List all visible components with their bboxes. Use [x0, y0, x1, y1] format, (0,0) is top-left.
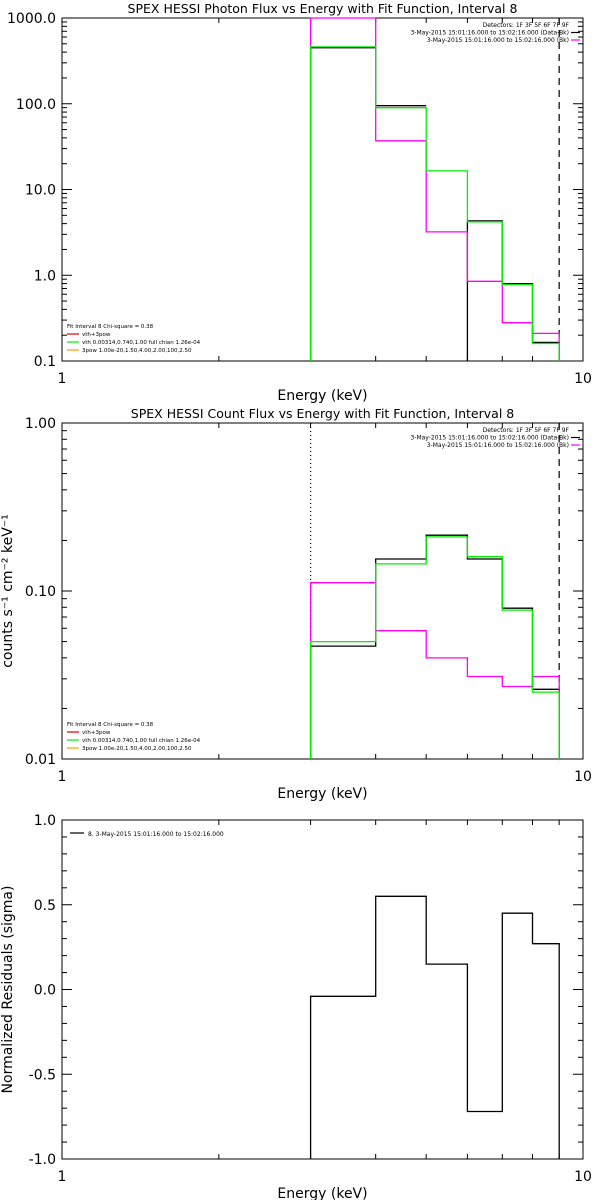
y-tick-label: 0.01 [25, 752, 56, 768]
plot-frame [61, 17, 584, 362]
x-axis-label: Energy (keV) [277, 388, 367, 404]
fit-text: vth 0.00314,0.740,1.00 full chian 1.26e-… [82, 340, 201, 346]
y-tick-label: 0.5 [34, 898, 56, 914]
series-residuals [309, 895, 560, 1159]
chart-title: SPEX HESSI Count Flux vs Energy with Fit… [131, 406, 514, 421]
info-text: 3-May-2015 15:01:16.000 to 15:02:16.000 … [410, 435, 569, 442]
y-tick-label: 1000.0 [7, 11, 56, 27]
y-tick-label: 0.0 [34, 983, 56, 999]
plot-frame [61, 819, 584, 1160]
series-data-bk [309, 534, 560, 759]
x-tick-label: 10 [574, 371, 592, 387]
fit-text: Fit Interval 8 Chi-square = 0.38 [67, 722, 154, 728]
y-tick-label: 10.0 [25, 183, 56, 199]
x-axis-label: Energy (keV) [277, 1186, 367, 1200]
y-tick-label: 100.0 [16, 97, 56, 113]
x-tick-label: 10 [574, 1169, 592, 1185]
fit-text: vth 0.00314,0.740,1.00 full chian 1.26e-… [82, 738, 201, 744]
panel-3 [61, 819, 584, 1160]
series-vth [309, 536, 560, 759]
y-tick-label: -1.0 [29, 1152, 56, 1168]
info-text: 3-May-2015 15:01:16.000 to 15:02:16.000 … [427, 37, 569, 44]
info-text: Detectors: 1F 3F 5F 6F 7F 9F [483, 427, 570, 434]
fit-text: 3pow 1.00e-20,1.50,4.00,2.00,100,2.50 [82, 746, 192, 752]
x-tick-label: 1 [58, 769, 67, 785]
x-tick-label: 10 [574, 769, 592, 785]
y-tick-label: 0.10 [25, 584, 56, 600]
series-data-bk [309, 47, 560, 361]
series-vth [309, 46, 560, 361]
x-tick-label: 1 [58, 1169, 67, 1185]
y-tick-label: 1.00 [25, 416, 56, 432]
y-axis-label: counts s⁻¹ cm⁻² keV⁻¹ [0, 514, 16, 668]
plot-frame [61, 422, 584, 760]
series-bk [309, 17, 560, 361]
legend-entry: 8. 3-May-2015 15:01:16.000 to 15:02:16.0… [88, 831, 224, 838]
x-tick-label: 1 [58, 371, 67, 387]
series-bk [309, 582, 560, 759]
y-axis-label: Normalized Residuals (sigma) [0, 886, 16, 1094]
info-text: Detectors: 1F 3F 5F 6F 7F 9F [483, 22, 570, 29]
x-axis-label: Energy (keV) [277, 786, 367, 802]
fit-text: vth+3pow [82, 332, 111, 338]
y-tick-label: 1.0 [34, 813, 56, 829]
fit-text: vth+3pow [82, 730, 111, 736]
info-text: 3-May-2015 15:01:16.000 to 15:02:16.000 … [427, 442, 569, 449]
y-tick-label: 0.1 [34, 354, 56, 370]
panel-1 [61, 17, 584, 362]
info-text: 3-May-2015 15:01:16.000 to 15:02:16.000 … [410, 30, 569, 37]
chart-title: SPEX HESSI Photon Flux vs Energy with Fi… [128, 1, 518, 16]
y-tick-label: -0.5 [29, 1067, 56, 1083]
panel-2 [61, 422, 584, 760]
fit-text: 3pow 1.00e-20,1.50,4.00,2.00,100,2.50 [82, 348, 192, 354]
fit-text: Fit Interval 8 Chi-square = 0.38 [67, 324, 154, 330]
y-tick-label: 1.0 [34, 268, 56, 284]
